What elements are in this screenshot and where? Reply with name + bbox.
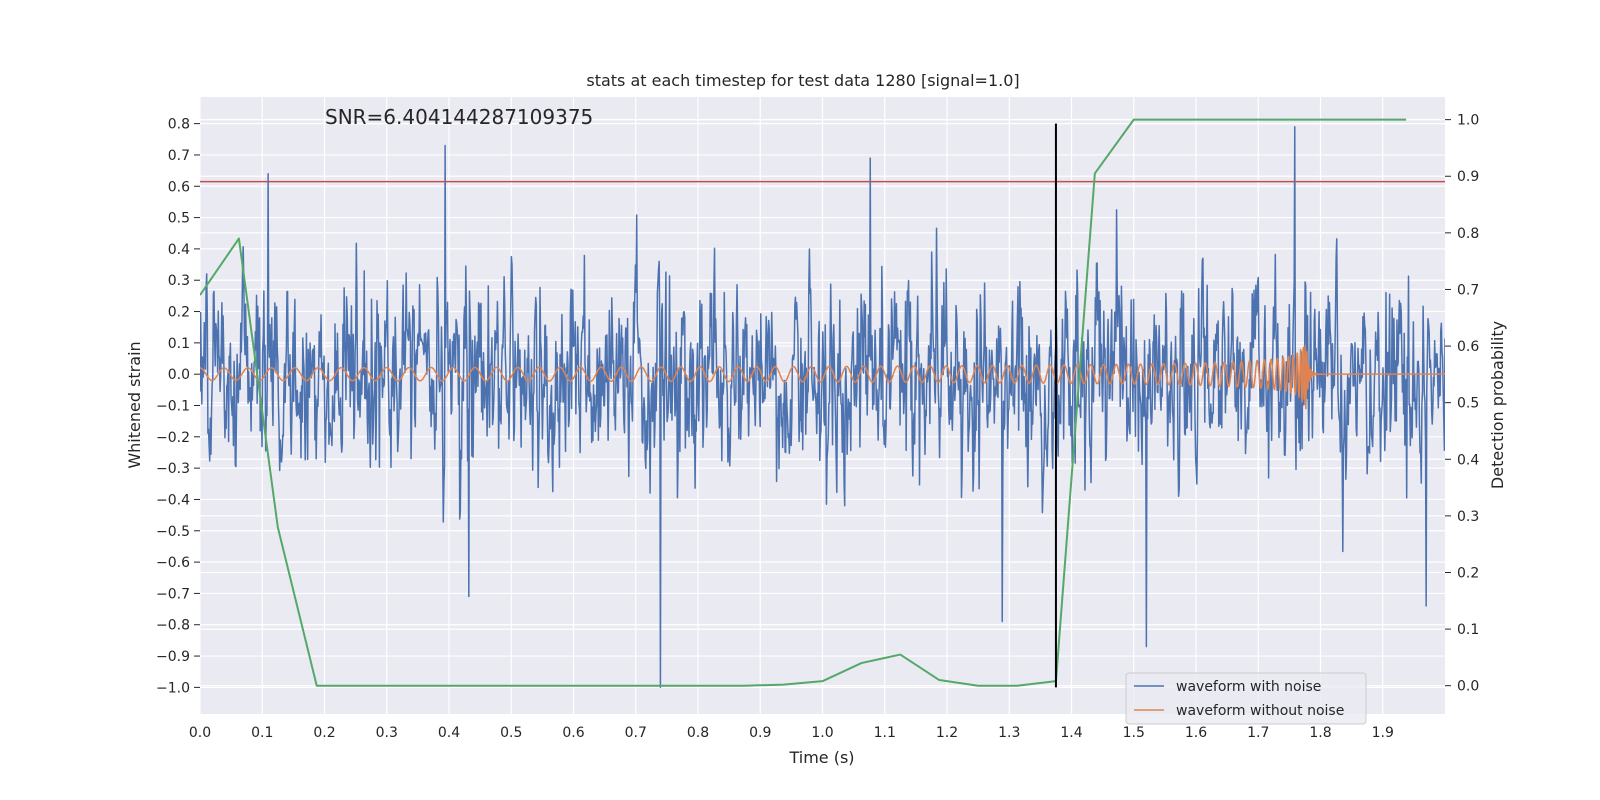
y2-tick-label: 0.9: [1457, 169, 1479, 185]
x-tick-label: 1.9: [1372, 725, 1394, 741]
y2-tick-label: 0.5: [1457, 396, 1479, 412]
x-tick-label: 0.4: [438, 725, 460, 741]
legend-label-waveform-with-noise: waveform with noise: [1176, 679, 1321, 695]
x-tick-label: 1.0: [811, 725, 833, 741]
y-tick-label: 0.0: [168, 367, 190, 383]
x-tick-label: 1.7: [1247, 725, 1269, 741]
y-tick-label: 0.1: [168, 336, 190, 352]
x-tick-label: 1.1: [874, 725, 896, 741]
y-tick-label: 0.3: [168, 273, 190, 289]
y2-tick-label: 0.6: [1457, 339, 1479, 355]
y-tick-label: −0.4: [156, 492, 190, 508]
x-tick-label: 1.5: [1123, 725, 1145, 741]
snr-annotation: SNR=6.404144287109375: [325, 105, 593, 129]
y-tick-label: −0.8: [156, 618, 190, 634]
y-axis-ticks: 0.8 0.7 0.6 0.5 0.4 0.3 0.2 0.1 0.0 −0.1 −0.2 −0.3 −…: [156, 117, 200, 696]
series-waveform-without-noise: [200, 344, 1445, 410]
x-axis-ticks: 0.0 0.1 0.2 0.3 0.4 0.5 0.6 0.7 0.8 0.9 1.0 1.1 1.2 1…: [189, 725, 1394, 741]
grid-layer: [199, 97, 1445, 714]
x-tick-label: 1.6: [1185, 725, 1207, 741]
legend: waveform with noise waveform without noi…: [1125, 672, 1367, 725]
x-tick-label: 0.2: [313, 725, 335, 741]
y-tick-label: −0.2: [156, 430, 190, 446]
y-tick-label: −0.1: [156, 399, 190, 415]
y-axis-label: Whitened strain: [125, 341, 144, 468]
y-tick-label: −0.7: [156, 586, 190, 602]
x-tick-label: 0.0: [189, 725, 211, 741]
x-tick-label: 1.3: [998, 725, 1020, 741]
y2-tick-label: 0.7: [1457, 282, 1479, 298]
y2-tick-label: 0.3: [1457, 509, 1479, 525]
y2-tick-label: 1.0: [1457, 113, 1479, 129]
x-tick-label: 0.8: [687, 725, 709, 741]
x-tick-label: 1.2: [936, 725, 958, 741]
y-tick-label: −0.9: [156, 649, 190, 665]
x-tick-label: 0.1: [251, 725, 273, 741]
y-tick-label: 0.6: [168, 179, 190, 195]
legend-box: [1125, 672, 1367, 725]
series-waveform-with-noise: [200, 126, 1445, 689]
y2-tick-label: 0.2: [1457, 565, 1479, 581]
x-tick-label: 1.8: [1309, 725, 1331, 741]
x-tick-label: 0.6: [562, 725, 584, 741]
y-tick-label: −1.0: [156, 680, 190, 696]
chart-title: stats at each timestep for test data 128…: [586, 71, 1019, 90]
x-tick-label: 0.5: [500, 725, 522, 741]
y2-axis-ticks: 1.0 0.9 0.8 0.7 0.6 0.5 0.4 0.3 0.2 0.1 0.0: [1445, 113, 1479, 695]
plot-series: [200, 118, 1445, 689]
y-tick-label: 0.8: [168, 117, 190, 133]
y2-tick-label: 0.8: [1457, 226, 1479, 242]
x-tick-label: 0.3: [376, 725, 398, 741]
y2-tick-label: 0.4: [1457, 452, 1479, 468]
x-tick-label: 0.7: [625, 725, 647, 741]
y-tick-label: 0.4: [168, 242, 190, 258]
x-tick-label: 0.9: [749, 725, 771, 741]
y-tick-label: −0.6: [156, 555, 190, 571]
legend-label-waveform-without-noise: waveform without noise: [1176, 703, 1344, 719]
y2-tick-label: 0.1: [1457, 622, 1479, 638]
y2-axis-label: Detection probability: [1488, 321, 1507, 489]
y2-tick-label: 0.0: [1457, 679, 1479, 695]
y-tick-label: −0.5: [156, 524, 190, 540]
x-axis-label: Time (s): [788, 748, 854, 767]
series-detection-probability: [200, 118, 1407, 687]
x-tick-label: 1.4: [1060, 725, 1082, 741]
y-tick-label: 0.7: [168, 148, 190, 164]
y-tick-label: 0.5: [168, 211, 190, 227]
y-tick-label: −0.3: [156, 461, 190, 477]
y-tick-label: 0.2: [168, 305, 190, 321]
